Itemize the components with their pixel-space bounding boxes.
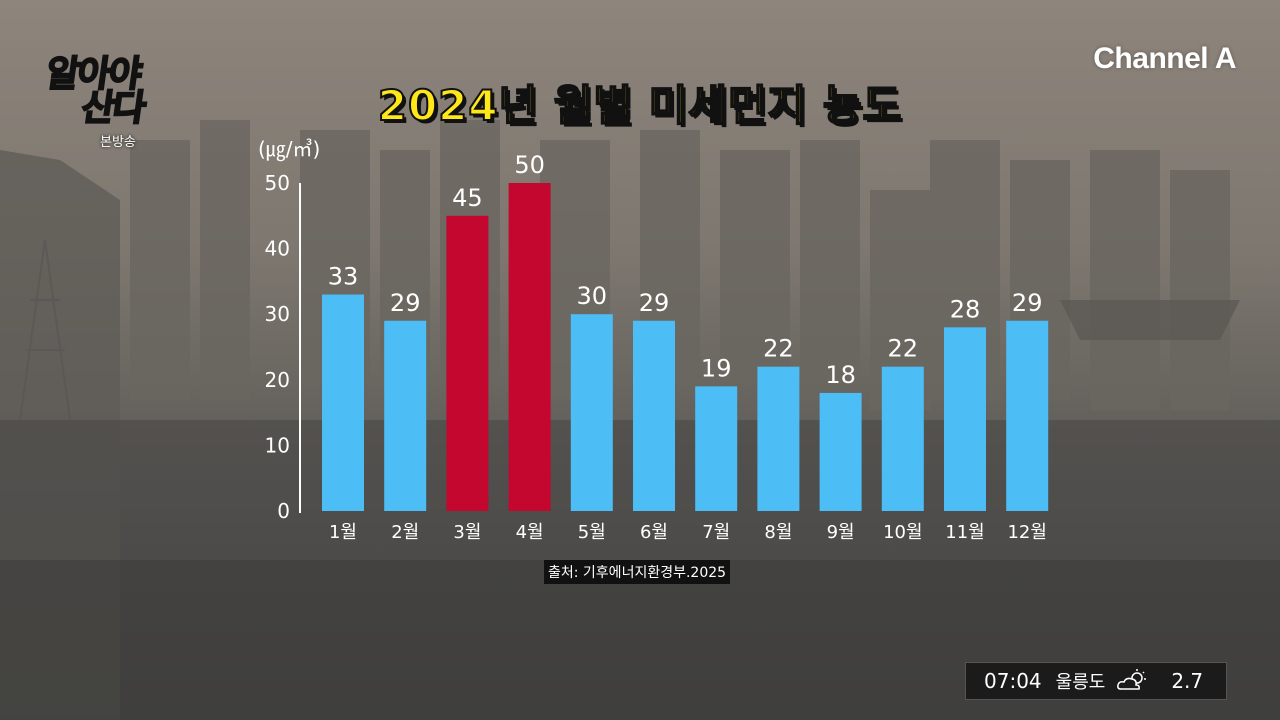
x-tick-label: 7월 [702, 522, 730, 543]
y-tick-label: 50 [265, 171, 290, 195]
bar-9 [819, 392, 862, 511]
bar-11 [944, 327, 986, 511]
x-tick-label: 9월 [827, 522, 855, 543]
bar-12 [1006, 320, 1049, 511]
x-tick-label: 6월 [640, 522, 668, 543]
y-tick-label: 10 [265, 433, 290, 457]
x-tick-label: 1월 [329, 522, 357, 543]
bar-8 [757, 366, 800, 511]
chart-title: 2024년 월별 미세먼지 농도 [377, 80, 903, 131]
bar-value-label: 29 [1012, 289, 1043, 317]
x-tick-label: 11월 [945, 522, 984, 543]
bar-4 [508, 183, 551, 511]
bar-5 [570, 314, 613, 511]
bar-value-label: 30 [577, 282, 608, 310]
weather-ticker: 07:04 울릉도 2.7 [965, 662, 1227, 700]
bar-value-label: 50 [514, 151, 545, 179]
bar-value-label: 28 [950, 295, 981, 323]
bar-10 [881, 366, 924, 511]
bar-6 [633, 320, 675, 511]
x-tick-label: 8월 [764, 522, 792, 543]
x-tick-label: 5월 [578, 522, 606, 543]
y-axis-unit-label: (㎍/㎥) [258, 137, 320, 161]
bar-value-label: 29 [390, 289, 421, 317]
x-tick-label: 12월 [1007, 522, 1046, 543]
broadcast-label: 본방송 [100, 135, 136, 150]
source-caption: 출처: 기후에너지환경부.2025 [544, 560, 731, 584]
bar-3 [446, 215, 489, 512]
bar-value-label: 29 [639, 289, 670, 317]
channel-logo: Channel A [1093, 42, 1236, 76]
x-tick-label: 4월 [516, 522, 544, 543]
bar-value-label: 18 [825, 361, 856, 389]
ticker-value: 2.7 [1171, 669, 1204, 693]
bar-1 [322, 294, 364, 511]
bar-7 [695, 386, 738, 511]
y-tick-label: 0 [277, 499, 290, 523]
bar-value-label: 22 [763, 335, 794, 363]
bar-2 [384, 320, 427, 511]
partly-cloudy-icon [1117, 669, 1147, 690]
ticker-time: 07:04 [984, 669, 1042, 693]
ticker-location: 울릉도 [1055, 672, 1106, 693]
y-tick-label: 40 [265, 237, 290, 261]
x-tick-label: 3월 [453, 522, 481, 543]
x-tick-label: 10월 [883, 522, 922, 543]
channel-logo-text: Channel A [1093, 42, 1236, 75]
bar-value-label: 33 [328, 263, 359, 291]
bar-value-label: 22 [888, 335, 919, 363]
y-tick-label: 30 [265, 302, 290, 326]
bar-value-label: 45 [452, 184, 483, 212]
x-tick-label: 2월 [391, 522, 419, 543]
y-tick-label: 20 [265, 368, 290, 392]
bar-value-label: 19 [701, 354, 732, 382]
